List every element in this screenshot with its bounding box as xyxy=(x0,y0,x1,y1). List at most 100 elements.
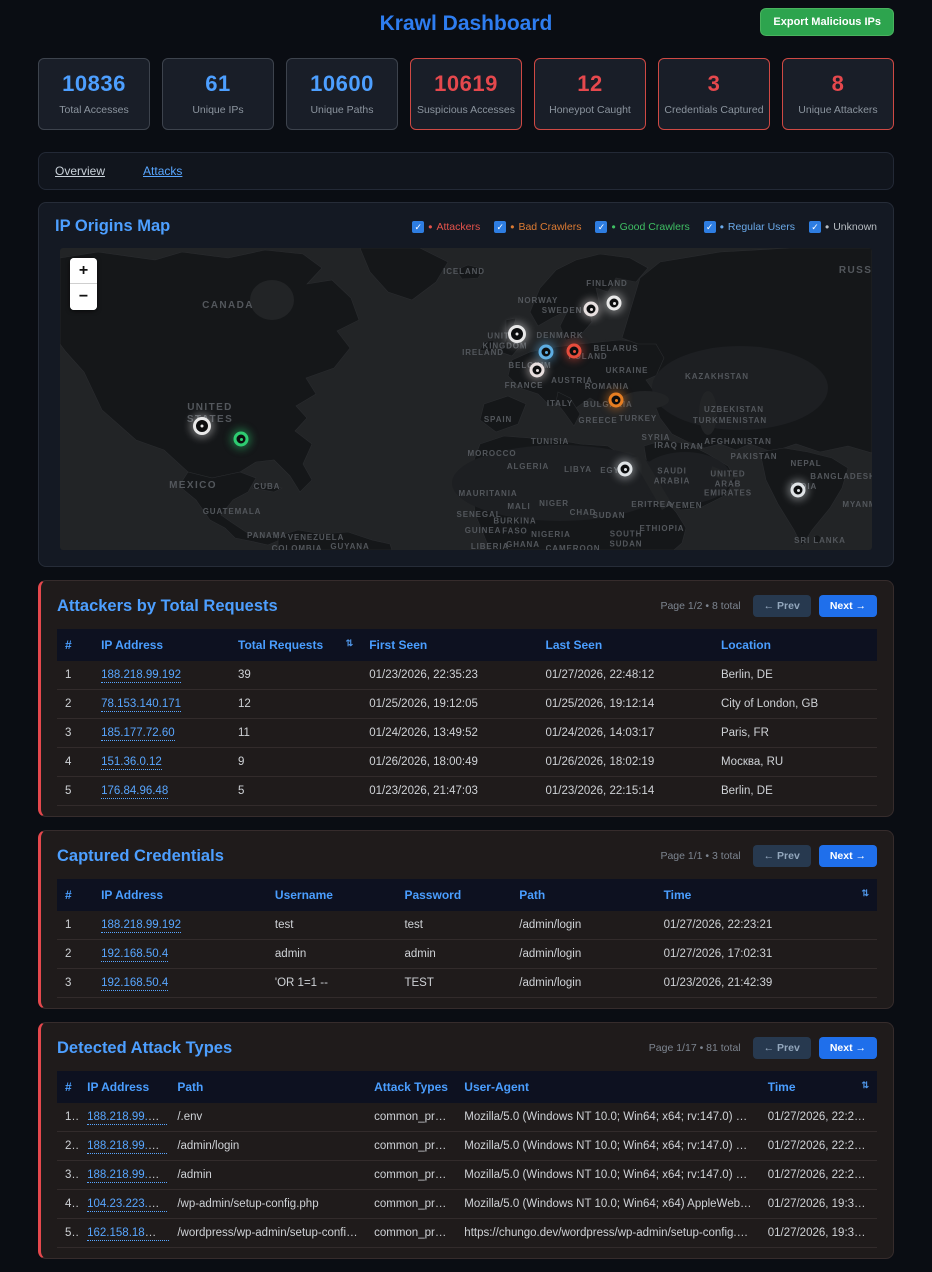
stat-label: Honeypot Caught xyxy=(549,104,631,116)
table-cell: 01/27/2026, 22:26:11 xyxy=(767,1111,876,1123)
ip-address-link[interactable]: 185.177.72.60 xyxy=(101,727,175,741)
column-header[interactable]: IP Address xyxy=(93,879,267,911)
table-row: 5 162.158.182.104/wordpress/wp-admin/setu… xyxy=(57,1218,877,1248)
legend-item-attackers[interactable]: ✓ • Attackers xyxy=(412,220,480,233)
ip-address-link[interactable]: 78.153.140.171 xyxy=(101,698,182,712)
table-cell: 01/23/2026, 22:15:14 xyxy=(537,776,713,806)
table-cell: 12 xyxy=(230,689,362,719)
checkbox-checked-icon[interactable]: ✓ xyxy=(703,220,716,233)
attackers-table: # IP Address Total Requests ⇅ First Seen Last… xyxy=(57,629,877,806)
map-marker-bad-crawler[interactable] xyxy=(608,392,624,408)
map-marker-unknown[interactable] xyxy=(529,362,545,378)
table-cell: 188.218.99.192 xyxy=(79,1131,170,1161)
ip-address-link[interactable]: 176.84.96.48 xyxy=(101,785,169,799)
legend-item-regular-users[interactable]: ✓ • Regular Users xyxy=(703,220,795,233)
table-cell: admin xyxy=(396,939,512,969)
checkbox-checked-icon[interactable]: ✓ xyxy=(595,220,608,233)
column-header[interactable]: Username xyxy=(266,879,397,911)
table-row: 5 176.84.96.48 5 01/23/2026, 21:47:03 01/23/… xyxy=(57,776,877,806)
table-cell: 4 xyxy=(57,1189,80,1219)
stat-label: Credentials Captured xyxy=(664,104,764,116)
tab-attacks[interactable]: Attacks xyxy=(143,164,183,178)
marker-dot xyxy=(589,307,593,311)
map-marker-regular-user[interactable] xyxy=(538,344,554,360)
prev-button[interactable]: ← Prev xyxy=(752,595,811,617)
ip-address-link[interactable]: 188.218.99.192 xyxy=(87,1140,168,1154)
zoom-in-button[interactable]: + xyxy=(70,258,97,284)
marker-dot xyxy=(239,437,243,441)
column-header[interactable]: # xyxy=(57,629,94,661)
map-marker-attacker[interactable] xyxy=(566,343,582,359)
legend-item-good-crawlers[interactable]: ✓ • Good Crawlers xyxy=(595,220,690,233)
legend-label: Bad Crawlers xyxy=(518,220,582,233)
next-button[interactable]: Next → xyxy=(818,1037,877,1059)
map-marker-good-crawler[interactable] xyxy=(233,431,249,447)
checkbox-checked-icon[interactable]: ✓ xyxy=(809,220,822,233)
map-marker-unknown[interactable] xyxy=(617,461,633,477)
prev-button[interactable]: ← Prev xyxy=(752,845,811,867)
column-header[interactable]: Password xyxy=(396,879,512,911)
next-button[interactable]: Next → xyxy=(818,845,877,867)
next-button[interactable]: Next → xyxy=(818,595,877,617)
page-info: Page 1/2 • 8 total xyxy=(660,600,741,612)
column-header[interactable]: # xyxy=(57,879,94,911)
credentials-panel: Captured Credentials Page 1/1 • 3 total … xyxy=(38,830,894,1009)
page-header: Krawl Dashboard Export Malicious IPs xyxy=(38,0,894,42)
prev-button[interactable]: ← Prev xyxy=(752,1037,811,1059)
tab-overview[interactable]: Overview xyxy=(55,164,106,178)
ip-address-link[interactable]: 151.36.0.12 xyxy=(101,756,162,770)
legend-item-unknown[interactable]: ✓ • Unknown xyxy=(809,220,877,233)
table-cell: 104.23.223.128 xyxy=(79,1189,170,1219)
table-cell: Mozilla/5.0 (Windows NT 10.0; Win64; x64… xyxy=(456,1131,760,1161)
column-header[interactable]: IP Address xyxy=(79,1071,170,1103)
column-header[interactable]: First Seen xyxy=(361,629,538,661)
sort-icon[interactable]: ⇅ xyxy=(861,888,869,898)
stat-value: 10600 xyxy=(310,71,374,96)
export-malicious-ips-button[interactable]: Export Malicious IPs xyxy=(760,8,894,36)
stat-value: 3 xyxy=(707,71,721,96)
legend-item-bad-crawlers[interactable]: ✓ • Bad Crawlers xyxy=(494,219,582,234)
stat-value: 8 xyxy=(831,71,845,96)
table-cell: 3 xyxy=(57,1160,80,1190)
map-marker-unknown[interactable] xyxy=(606,295,622,311)
map-marker-unknown[interactable] xyxy=(790,482,806,498)
column-header[interactable]: Total Requests ⇅ xyxy=(230,629,362,661)
map-marker-unknown[interactable] xyxy=(508,325,526,343)
legend-dot-icon: • xyxy=(510,219,515,234)
column-header[interactable]: Time ⇅ xyxy=(759,1071,877,1103)
map-marker-unknown[interactable] xyxy=(193,417,211,435)
column-header[interactable]: Attack Types xyxy=(366,1071,457,1103)
column-header[interactable]: Path xyxy=(511,879,656,911)
ip-address-link[interactable]: 162.158.182.104 xyxy=(87,1227,170,1241)
map-marker-unknown[interactable] xyxy=(583,301,599,317)
marker-dot xyxy=(535,368,539,372)
column-header[interactable]: Time ⇅ xyxy=(655,879,877,911)
table-cell: 2 xyxy=(57,1131,80,1161)
ip-address-link[interactable]: 192.168.50.4 xyxy=(101,948,169,962)
ip-address-link[interactable]: 104.23.223.128 xyxy=(87,1198,168,1212)
legend-label: Good Crawlers xyxy=(619,220,690,233)
column-header[interactable]: User-Agent xyxy=(456,1071,760,1103)
column-header[interactable]: Location xyxy=(712,629,877,661)
column-header[interactable]: # xyxy=(57,1071,80,1103)
column-header[interactable]: Path xyxy=(169,1071,367,1103)
credentials-title: Captured Credentials xyxy=(57,846,224,865)
table-cell: admin xyxy=(266,939,397,969)
ip-address-link[interactable]: 192.168.50.4 xyxy=(101,977,169,991)
column-header[interactable]: Last Seen xyxy=(537,629,713,661)
table-cell: 1 xyxy=(65,669,72,681)
checkbox-checked-icon[interactable]: ✓ xyxy=(412,220,425,233)
ip-address-link[interactable]: 188.218.99.192 xyxy=(101,919,182,933)
ip-address-link[interactable]: 188.218.99.192 xyxy=(87,1111,168,1125)
sort-icon[interactable]: ⇅ xyxy=(345,638,354,648)
column-header[interactable]: IP Address xyxy=(93,629,231,661)
zoom-out-button[interactable]: − xyxy=(70,284,97,310)
table-cell: Berlin, DE xyxy=(712,776,877,806)
checkbox-checked-icon[interactable]: ✓ xyxy=(494,220,507,233)
ip-address-link[interactable]: 188.218.99.192 xyxy=(87,1169,168,1183)
marker-dot xyxy=(612,301,616,305)
sort-icon[interactable]: ⇅ xyxy=(861,1080,869,1090)
ip-address-link[interactable]: 188.218.99.192 xyxy=(101,669,182,683)
table-cell: 01/27/2026, 22:22:54 xyxy=(759,1160,877,1190)
